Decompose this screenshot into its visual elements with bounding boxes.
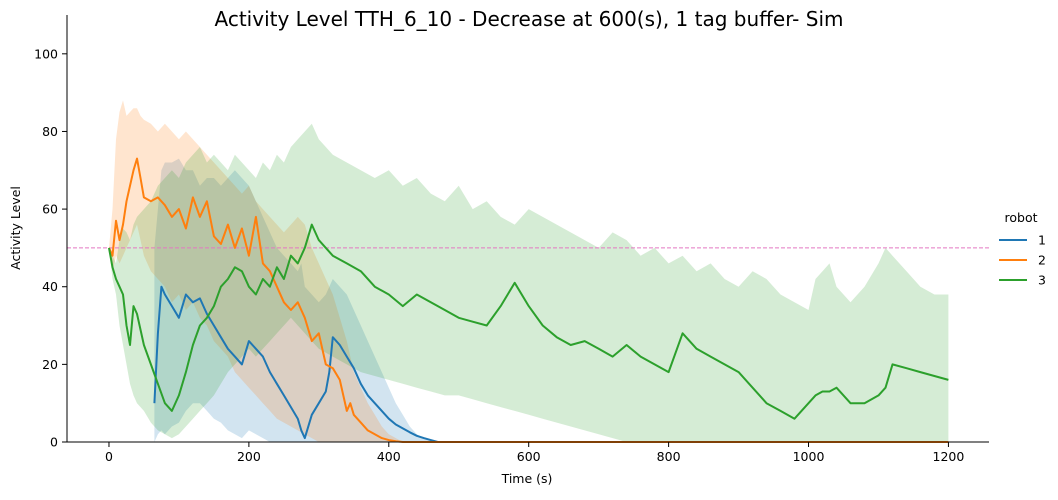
x-tick-label: 1200 <box>933 449 965 464</box>
x-tick-label: 800 <box>657 449 681 464</box>
y-tick-label: 60 <box>42 202 58 217</box>
y-tick-label: 80 <box>42 124 58 139</box>
legend-title: robot <box>1005 210 1038 225</box>
x-axis-ticks: 0 200 400 600 800 1000 1200 <box>105 442 964 464</box>
x-tick-label: 1000 <box>793 449 825 464</box>
y-tick-label: 20 <box>42 357 58 372</box>
y-axis-ticks: 0 20 40 60 80 100 <box>34 46 67 450</box>
series-line-robot-1 <box>153 285 439 443</box>
y-tick-label: 40 <box>42 279 58 294</box>
x-tick-label: 400 <box>377 449 401 464</box>
chart-title: Activity Level TTH_6_10 - Decrease at 60… <box>215 7 844 31</box>
ci-band-robot-3 <box>109 123 949 442</box>
ci-band-robot-2 <box>109 100 949 443</box>
legend-label-robot-2: 2 <box>1038 253 1046 268</box>
legend-label-robot-1: 1 <box>1038 233 1046 248</box>
x-tick-label: 200 <box>237 449 261 464</box>
x-tick-label: 0 <box>105 449 113 464</box>
series-line-robot-2 <box>108 157 949 443</box>
series-line-robot-3 <box>108 223 949 420</box>
y-tick-label: 100 <box>34 46 58 61</box>
series-lines <box>108 157 949 443</box>
y-axis-label: Activity Level <box>8 186 23 270</box>
y-tick-label: 0 <box>50 435 58 450</box>
legend: robot 1 2 3 <box>999 210 1046 288</box>
x-axis-label: Time (s) <box>501 471 553 486</box>
legend-label-robot-3: 3 <box>1038 273 1046 288</box>
x-tick-label: 600 <box>517 449 541 464</box>
